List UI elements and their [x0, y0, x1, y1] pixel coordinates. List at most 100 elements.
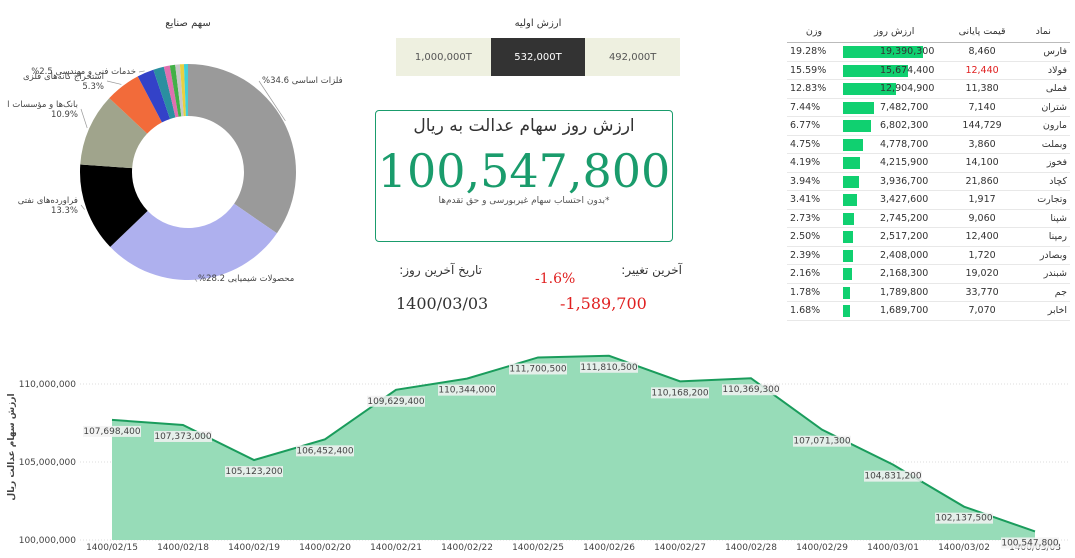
symbol: فارس: [1016, 42, 1070, 62]
data-label-bg: [793, 435, 851, 447]
value: 3,427,600: [879, 194, 929, 206]
pie-label-name: فراورده‌های نفتی: [17, 196, 78, 206]
symbol: کچاد: [1016, 172, 1070, 191]
price: 11,380: [947, 79, 1017, 99]
value: 3,936,700: [879, 175, 929, 187]
table: نماد قیمت پایانی ارزش روز وزن فارس 8,460 19,39…: [787, 20, 1070, 321]
tab-button[interactable]: 1,000,000T: [396, 38, 491, 76]
value-card: ارزش روز سهام عدالت به ریال 100,547,800 …: [375, 110, 673, 242]
weight: 15.59%: [787, 61, 841, 80]
leader-line: [258, 80, 286, 122]
value: 1,689,700: [879, 305, 929, 317]
value-cell: 19,390,300: [840, 42, 948, 62]
pie-label-value: 5.3%: [82, 82, 104, 92]
data-label-bg: [935, 512, 993, 524]
pie-label: بانک‌ها و مؤسسات ا 10.9%: [7, 100, 78, 120]
value: 19,390,300: [879, 46, 935, 58]
value: 6,802,300: [879, 120, 929, 132]
pie-slice: [137, 69, 171, 123]
value-bar: [842, 46, 923, 58]
value-bar: [842, 305, 850, 317]
symbol: مارون: [1016, 116, 1070, 136]
weight: 12.83%: [787, 79, 841, 99]
symbol: فخوز: [1016, 153, 1070, 173]
data-label: 110,344,000: [438, 386, 496, 396]
column-header[interactable]: ارزش روز: [840, 20, 948, 43]
table-wrap: نماد قیمت پایانی ارزش روز وزن فارس 8,460 19,39…: [787, 20, 1070, 321]
x-tick-label: 1400/02/18: [157, 543, 209, 553]
data-label-bg: [83, 425, 141, 437]
weight: 2.39%: [787, 246, 841, 265]
column-header[interactable]: وزن: [787, 20, 841, 43]
pie-label: خدمات فنی و مهندسی 2.5%: [31, 67, 136, 77]
data-label-bg: [722, 384, 780, 396]
x-tick-label: 1400/02/29: [796, 543, 848, 553]
pie-label-name: فلزات اساسی: [291, 76, 343, 86]
value: 2,745,200: [879, 212, 929, 224]
symbol: شپنا: [1016, 209, 1070, 228]
pie-label: فلزات اساسی 34.6%: [262, 76, 343, 86]
weight: 3.41%: [787, 190, 841, 210]
table-row: کچاد 21,860 3,936,700 3.94%: [787, 172, 1070, 191]
y-axis-label: ارزش سهام عدالت ریال: [7, 393, 17, 500]
value-bar: [842, 138, 863, 151]
date-label: تاریخ آخرین روز:: [399, 263, 482, 277]
area: [112, 355, 1035, 540]
value-cell: 3,427,600: [840, 190, 948, 210]
value-cell: 12,904,900: [840, 79, 948, 99]
price: 7,140: [947, 98, 1017, 117]
tab-button[interactable]: 492,000T: [585, 38, 681, 76]
pie-slice: [153, 66, 176, 119]
tab-button[interactable]: 532,000T: [490, 38, 586, 76]
weight: 4.19%: [787, 153, 841, 173]
data-label: 107,698,400: [83, 427, 141, 437]
price: 12,400: [947, 227, 1017, 247]
data-label: 104,831,200: [864, 472, 922, 482]
symbol: رمپنا: [1016, 227, 1070, 247]
value-cell: 2,517,200: [840, 227, 948, 247]
pie-slice: [110, 203, 277, 280]
weight: 1.78%: [787, 283, 841, 302]
date: 1400/03/03: [396, 294, 489, 313]
x-tick-label: 1400/02/15: [86, 543, 138, 553]
value: 4,778,700: [879, 138, 929, 150]
card-note: *بدون احتساب سهام غیربورسی و حق تقدم‌ها: [438, 196, 610, 206]
value-bar: [842, 101, 874, 114]
pie-label-name: محصولات شیمیایی: [227, 274, 295, 284]
data-label-bg: [438, 384, 496, 396]
price: 144,729: [947, 116, 1017, 136]
value-bar: [842, 64, 908, 77]
pie-slice: [109, 76, 162, 134]
x-tick-label: 1400/02/25: [512, 543, 564, 553]
leader-line: [138, 70, 145, 73]
data-label-bg: [154, 430, 212, 442]
initial-value-title: ارزش اولیه: [514, 18, 562, 29]
table-row: فارس 8,460 19,390,300 19.28%: [787, 42, 1070, 62]
pie-slice: [80, 98, 148, 169]
pie-label-value: 34.6%: [262, 76, 290, 86]
column-header[interactable]: نماد: [1016, 20, 1070, 43]
data-label-bg: [651, 387, 709, 399]
x-tick-label: 1400/02/28: [725, 543, 777, 553]
data-label-bg: [296, 445, 354, 457]
value: 2,408,000: [879, 249, 929, 261]
column-header[interactable]: قیمت پایانی: [947, 20, 1017, 43]
value-bar: [842, 83, 897, 95]
leader-line: [106, 80, 122, 85]
data-label: 110,369,300: [722, 385, 780, 395]
weight: 19.28%: [787, 42, 841, 62]
value-cell: 6,802,300: [840, 116, 948, 136]
y-tick-label: 110,000,000: [19, 380, 77, 390]
data-label-bg: [225, 466, 283, 478]
card-value: 100,547,800: [377, 144, 671, 198]
table-row: مارون 144,729 6,802,300 6.77%: [787, 116, 1070, 136]
symbol: فملی: [1016, 79, 1070, 99]
value-cell: 1,689,700: [840, 301, 948, 321]
pie-label-value: 2.5%: [31, 67, 53, 77]
symbol: وتجارت: [1016, 190, 1070, 210]
data-label-bg: [509, 363, 567, 375]
table-row: جم 33,770 1,789,800 1.78%: [787, 283, 1070, 302]
line: [111, 354, 1036, 533]
weight: 2.16%: [787, 264, 841, 284]
header-row: نماد قیمت پایانی ارزش روز وزن: [787, 20, 1070, 43]
